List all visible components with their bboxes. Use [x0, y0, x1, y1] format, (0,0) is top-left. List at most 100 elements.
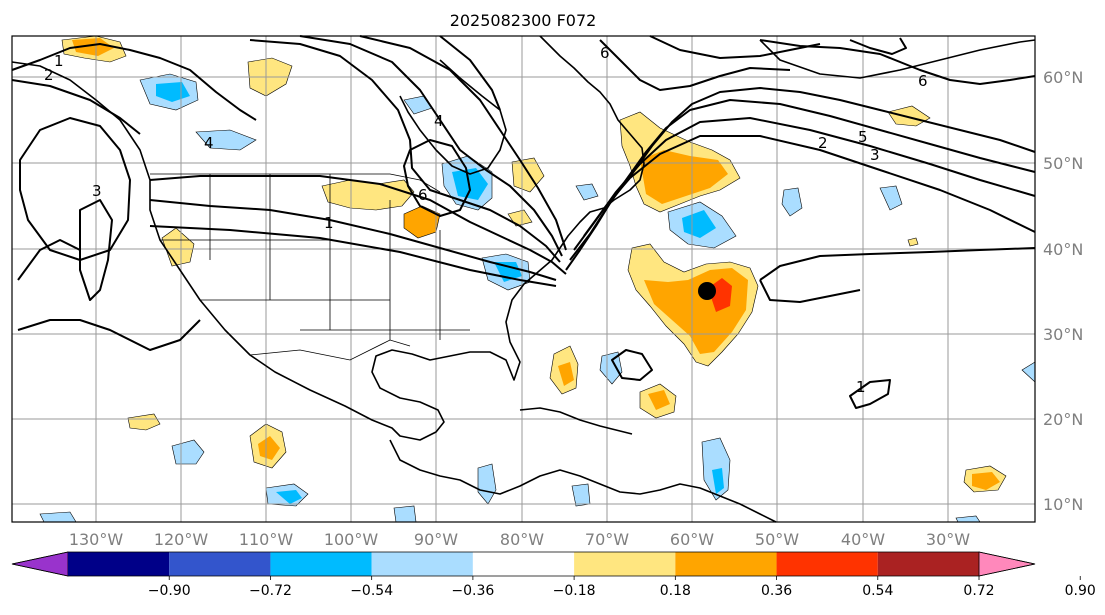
negative-anomaly-core	[276, 490, 302, 504]
contour-line	[17, 239, 201, 351]
lat-label: 20°N	[1043, 410, 1083, 429]
positive-anomaly-core	[72, 38, 114, 56]
map-frame	[11, 35, 1036, 523]
lon-label: 70°W	[585, 530, 629, 549]
positive-anomaly-region	[127, 413, 161, 431]
negative-anomaly-core	[712, 468, 724, 494]
positive-anomaly-region	[161, 227, 195, 267]
colorbar: −0.90 −0.72 −0.54 −0.36 −0.18 0.18 0.36 0.54 0.7…	[11, 551, 1096, 599]
positive-anomaly-core	[258, 436, 280, 460]
lon-label: 110°W	[239, 530, 294, 549]
negative-anomaly-region	[195, 129, 257, 151]
contour-closed	[79, 199, 113, 301]
contour-closed	[849, 379, 891, 409]
colorbar-tick-label: 0.18	[660, 583, 691, 599]
colorbar-tick-label: −0.90	[148, 583, 191, 599]
lon-label: 80°W	[500, 530, 544, 549]
longitude-labels: 130°W 120°W 110°W 100°W 90°W 80°W 70°W 6…	[69, 530, 970, 549]
colorbar-segment	[776, 552, 878, 576]
contour-line	[849, 37, 907, 55]
lat-label: 10°N	[1043, 495, 1083, 514]
contour-closed	[19, 117, 131, 261]
contour-label: 6	[918, 72, 928, 90]
positive-anomaly-core	[972, 472, 1000, 490]
colorbar-tick-label: 0.90	[1065, 583, 1096, 599]
contour-line	[599, 39, 791, 91]
colorbar-extend-min	[11, 551, 69, 577]
contour-line	[439, 35, 501, 111]
contour-line	[583, 135, 1036, 237]
colorbar-segment	[675, 552, 777, 576]
contour-label: 4	[434, 112, 444, 130]
colorbar-tick-label: −0.54	[350, 583, 393, 599]
graticule	[12, 36, 1035, 522]
contour-label: 2	[44, 66, 54, 84]
lon-label: 60°W	[670, 530, 714, 549]
negative-anomaly-region	[599, 351, 623, 385]
contour-line	[359, 35, 567, 251]
lat-label: 30°N	[1043, 325, 1083, 344]
map-panel: 1 2 3 4 6 5 6 3 2 4 1 6 1	[11, 35, 1036, 523]
height-contours	[11, 35, 1036, 409]
negative-anomaly-region	[39, 511, 77, 523]
negative-anomaly-region	[575, 183, 599, 201]
contour-label: 1	[54, 52, 64, 70]
contour-label: 1	[324, 214, 334, 232]
central-south-america-coastline	[389, 439, 777, 523]
negative-anomaly-region	[781, 187, 803, 217]
lon-label: 90°W	[414, 530, 458, 549]
contour-line	[649, 35, 821, 59]
negative-anomaly-core	[494, 262, 522, 282]
contour-line	[249, 39, 561, 263]
colorbar-segment	[169, 552, 271, 576]
colorbar-segment	[68, 552, 170, 576]
state-borders	[160, 174, 470, 340]
positive-anomaly-region	[907, 237, 919, 247]
colorbar-segment	[472, 552, 575, 576]
negative-anomaly-region	[171, 439, 205, 465]
negative-anomaly-core	[452, 168, 488, 200]
storm-center-dot	[698, 282, 716, 300]
contour-line	[149, 175, 567, 275]
contour-closed	[403, 139, 471, 217]
contour-label: 6	[418, 186, 428, 204]
lon-label: 120°W	[154, 530, 209, 549]
contour-line	[11, 79, 141, 135]
contour-label: 1	[856, 378, 866, 396]
contour-labels: 1 2 3 4 6 5 6 3 2 4 1 6 1	[44, 44, 928, 396]
contour-line	[759, 39, 1036, 85]
caribbean-islands	[519, 407, 633, 435]
colorbar-tick-label: 0.72	[963, 583, 994, 599]
lon-label: 50°W	[755, 530, 799, 549]
positive-anomaly-region	[887, 105, 931, 127]
colorbar-tick-label: −0.72	[249, 583, 292, 599]
contour-line	[11, 43, 257, 121]
contour-label: 5	[858, 128, 868, 146]
lon-label: 100°W	[324, 530, 379, 549]
greenland-coast	[759, 39, 1036, 79]
lon-label: 40°W	[841, 530, 885, 549]
figure-title: 2025082300 F072	[450, 11, 597, 30]
contour-line	[149, 225, 557, 287]
positive-anomaly-core	[648, 390, 670, 410]
lat-label: 50°N	[1043, 154, 1083, 173]
contour-line	[149, 199, 557, 281]
lat-label: 40°N	[1043, 240, 1083, 259]
lat-label: 60°N	[1043, 68, 1083, 87]
contour-label: 3	[870, 146, 880, 164]
hudson-bay-coast	[399, 59, 507, 175]
colorbar-outline	[11, 551, 1036, 577]
lon-label: 130°W	[69, 530, 124, 549]
contour-line	[299, 35, 563, 257]
us-mexico-border	[249, 339, 411, 361]
colorbar-tick-label: 0.54	[862, 583, 893, 599]
colorbar-tick-label: −0.18	[553, 583, 596, 599]
latitude-labels: 60°N 50°N 40°N 30°N 20°N 10°N	[1043, 68, 1083, 514]
contour-label: 2	[818, 134, 828, 152]
colorbar-segment	[270, 552, 372, 576]
negative-anomaly-region	[477, 463, 497, 505]
colorbar-segment	[371, 552, 473, 576]
contour-label: 3	[92, 182, 102, 200]
contour-closed	[611, 349, 653, 381]
